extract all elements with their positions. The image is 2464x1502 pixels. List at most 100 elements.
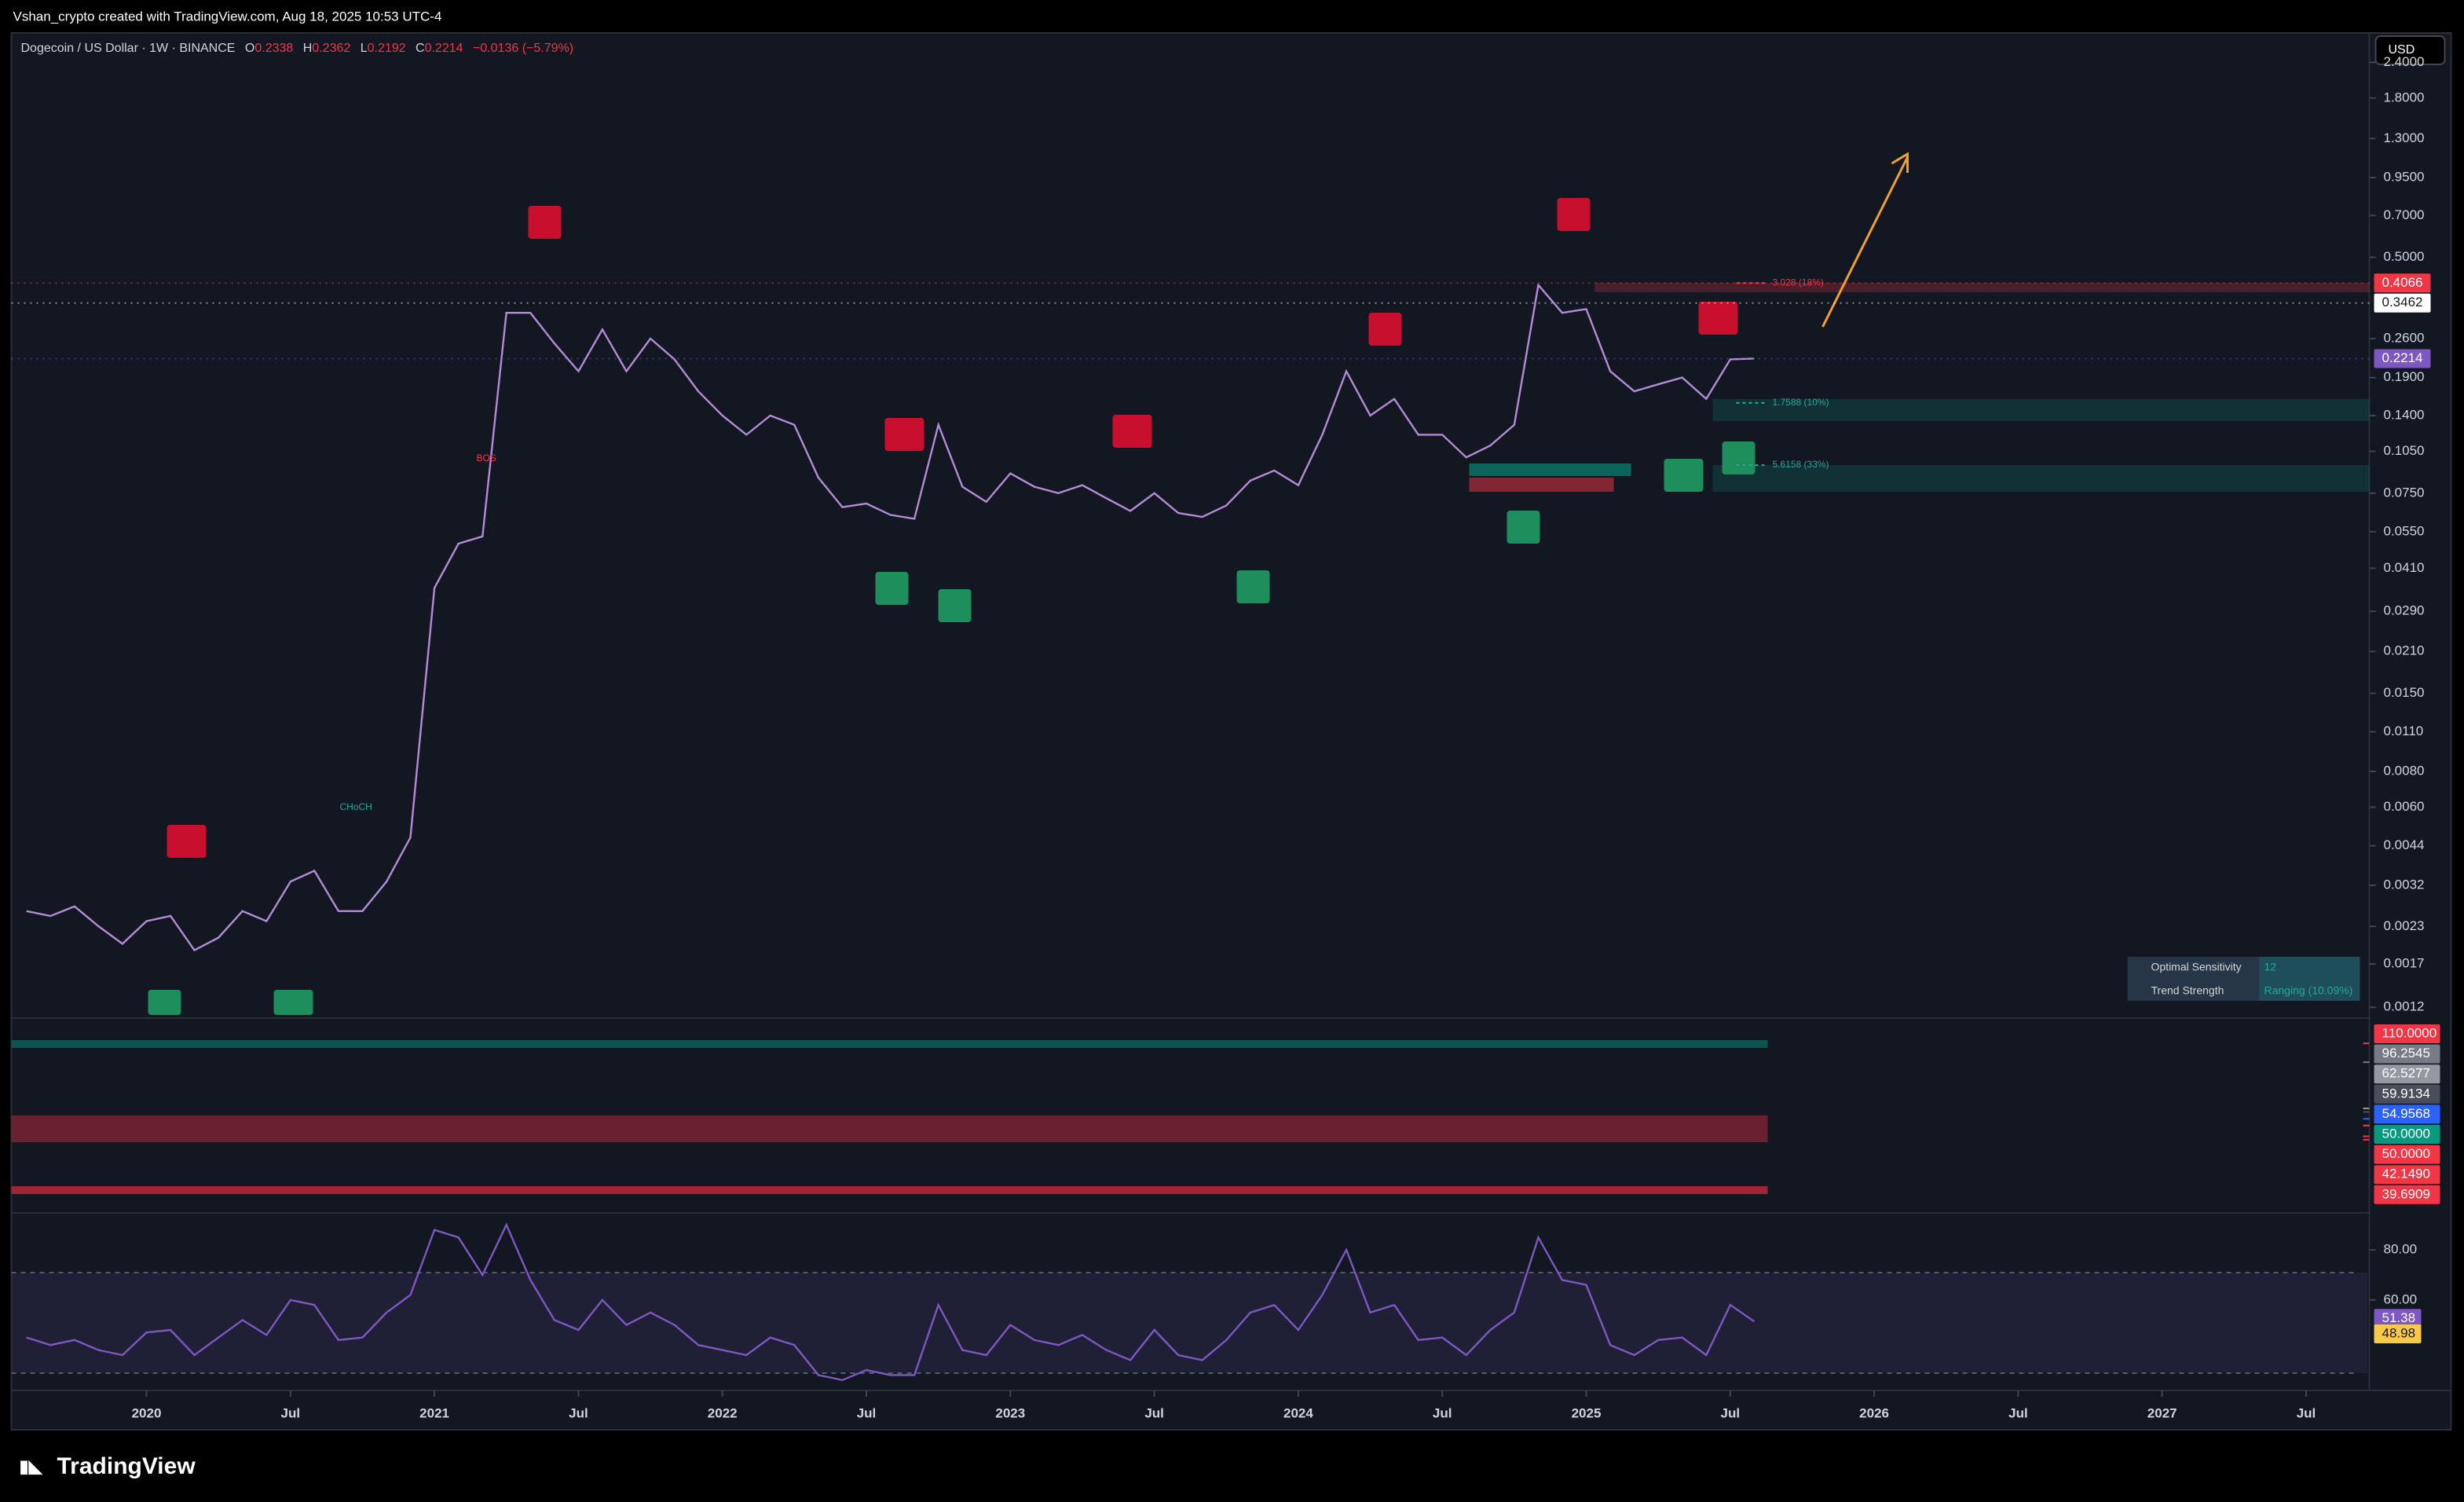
buy-signal [1507, 511, 1540, 544]
table-cell: Optimal Sensitivity [2151, 961, 2242, 973]
y-tick-label: 0.0012 [2384, 999, 2425, 1014]
rsi-label-box [2374, 1309, 2422, 1328]
oscillator-cloud [11, 1116, 1768, 1142]
rsi-label: 48.98 [2382, 1325, 2416, 1340]
y-tick-label: 0.1400 [2384, 408, 2425, 423]
x-tick-label: Jul [2297, 1405, 2316, 1420]
supply-zone [1469, 478, 1614, 492]
buy-signal [1236, 570, 1270, 603]
level-label: 96.2545 [2382, 1046, 2430, 1061]
currency-label[interactable]: USD [2389, 43, 2415, 57]
sell-signal [167, 825, 207, 858]
rsi-label: 51.38 [2382, 1310, 2416, 1325]
ohlc-label: C [416, 42, 425, 55]
x-tick-label: 2027 [2147, 1405, 2177, 1420]
sell-signal [1698, 302, 1738, 335]
supply-zone [1594, 283, 2370, 292]
y-tick-label: 0.0044 [2384, 837, 2425, 852]
demand-zone [1712, 399, 2370, 421]
x-tick-label: 2021 [419, 1405, 449, 1420]
x-tick-label: Jul [1144, 1405, 1164, 1420]
y-tick-label: 0.0750 [2384, 485, 2425, 500]
x-tick-label: 2026 [1859, 1405, 1889, 1420]
y-tick-label: 80.00 [2384, 1242, 2418, 1257]
structure-label: BOS [477, 452, 496, 463]
x-tick-label: Jul [857, 1405, 877, 1420]
level-label: 42.1490 [2382, 1167, 2430, 1181]
level-label-box [2374, 1084, 2440, 1104]
x-tick-label: 2022 [708, 1405, 738, 1420]
y-tick-label: 0.0023 [2384, 918, 2425, 933]
brand: TradingView [57, 1453, 196, 1479]
level-label-box [2374, 1024, 2440, 1043]
ohlc-value: 0.2214 [425, 42, 463, 55]
projection-arrow [1821, 156, 1909, 328]
price-label: 0.2214 [2382, 350, 2423, 365]
x-tick-label: 2023 [995, 1405, 1025, 1420]
x-tick-label: Jul [1433, 1405, 1452, 1420]
signal-strip [11, 1186, 1768, 1194]
level-label: 39.6909 [2382, 1186, 2430, 1201]
y-tick-label: 0.0410 [2384, 560, 2425, 575]
y-tick-label: 0.0080 [2384, 763, 2425, 778]
price-label: 0.3462 [2382, 295, 2423, 310]
y-tick-label: 0.0550 [2384, 523, 2425, 538]
signal-markers [148, 198, 1756, 1015]
y-tick-label: 0.0290 [2384, 603, 2425, 618]
level-label: 54.9568 [2382, 1106, 2430, 1121]
trend-strip [11, 1040, 1768, 1048]
level-label: 50.0000 [2382, 1126, 2430, 1141]
price-label-box [2374, 349, 2431, 368]
sell-signal [1557, 198, 1591, 231]
buy-signal [1664, 459, 1704, 492]
level-label: 110.0000 [2382, 1025, 2437, 1040]
y-tick-label: 60.00 [2384, 1291, 2418, 1306]
buy-signal [273, 990, 313, 1015]
level-label: 62.5277 [2382, 1066, 2430, 1081]
sell-signal [1368, 313, 1402, 346]
arrow-head [1891, 152, 1909, 173]
level-label-box [2374, 1064, 2440, 1084]
y-tick-label: 0.1050 [2384, 443, 2425, 458]
y-tick-label: 0.0060 [2384, 799, 2425, 814]
level-label-box [2374, 1185, 2440, 1204]
level-label-box [2374, 1165, 2440, 1185]
y-tick-label: 0.2600 [2384, 331, 2425, 346]
y-tick-label: 0.0210 [2384, 643, 2425, 658]
fib-label: 3.028 (18%) [1773, 277, 1824, 288]
ohlc-label: L [361, 42, 368, 55]
price-label-box [2374, 273, 2431, 293]
y-tick-label: 1.8000 [2384, 90, 2425, 104]
y-tick-label: 0.0150 [2384, 685, 2425, 700]
logo-mark: ▮◣ [20, 1456, 43, 1476]
ohlc-value: 0.2362 [312, 42, 350, 55]
credit: Vshan_crypto created with TradingView.co… [13, 9, 442, 24]
ohlc-label: H [303, 42, 313, 55]
y-tick-label: 0.5000 [2384, 249, 2425, 264]
structure-label: CHoCH [340, 801, 372, 812]
x-tick-label: 2020 [132, 1405, 162, 1420]
demand-zone [1712, 465, 2370, 492]
rsi-label-box [2374, 1324, 2422, 1343]
symbol: Dogecoin / US Dollar · 1W · BINANCE [21, 42, 236, 55]
table-cell: Trend Strength [2151, 984, 2224, 997]
sell-signal [1112, 415, 1152, 448]
price-label-box [2374, 293, 2431, 313]
currency-button[interactable] [2374, 35, 2446, 65]
chart-area [10, 32, 2452, 1431]
buy-signal [148, 990, 181, 1015]
y-tick-label: 0.7000 [2384, 207, 2425, 222]
level-label: 50.0000 [2382, 1146, 2430, 1161]
x-tick-label: Jul [2008, 1405, 2028, 1420]
x-tick-label: Jul [569, 1405, 588, 1420]
rsi-band [11, 1273, 2368, 1373]
price-line [26, 283, 1755, 952]
sell-signal [884, 418, 924, 451]
buy-signal [875, 572, 909, 605]
level-label: 59.9134 [2382, 1086, 2430, 1101]
y-tick-label: 0.9500 [2384, 169, 2425, 184]
table-cell: Ranging (10.09%) [2264, 984, 2353, 997]
y-tick-label: 1.3000 [2384, 130, 2425, 145]
